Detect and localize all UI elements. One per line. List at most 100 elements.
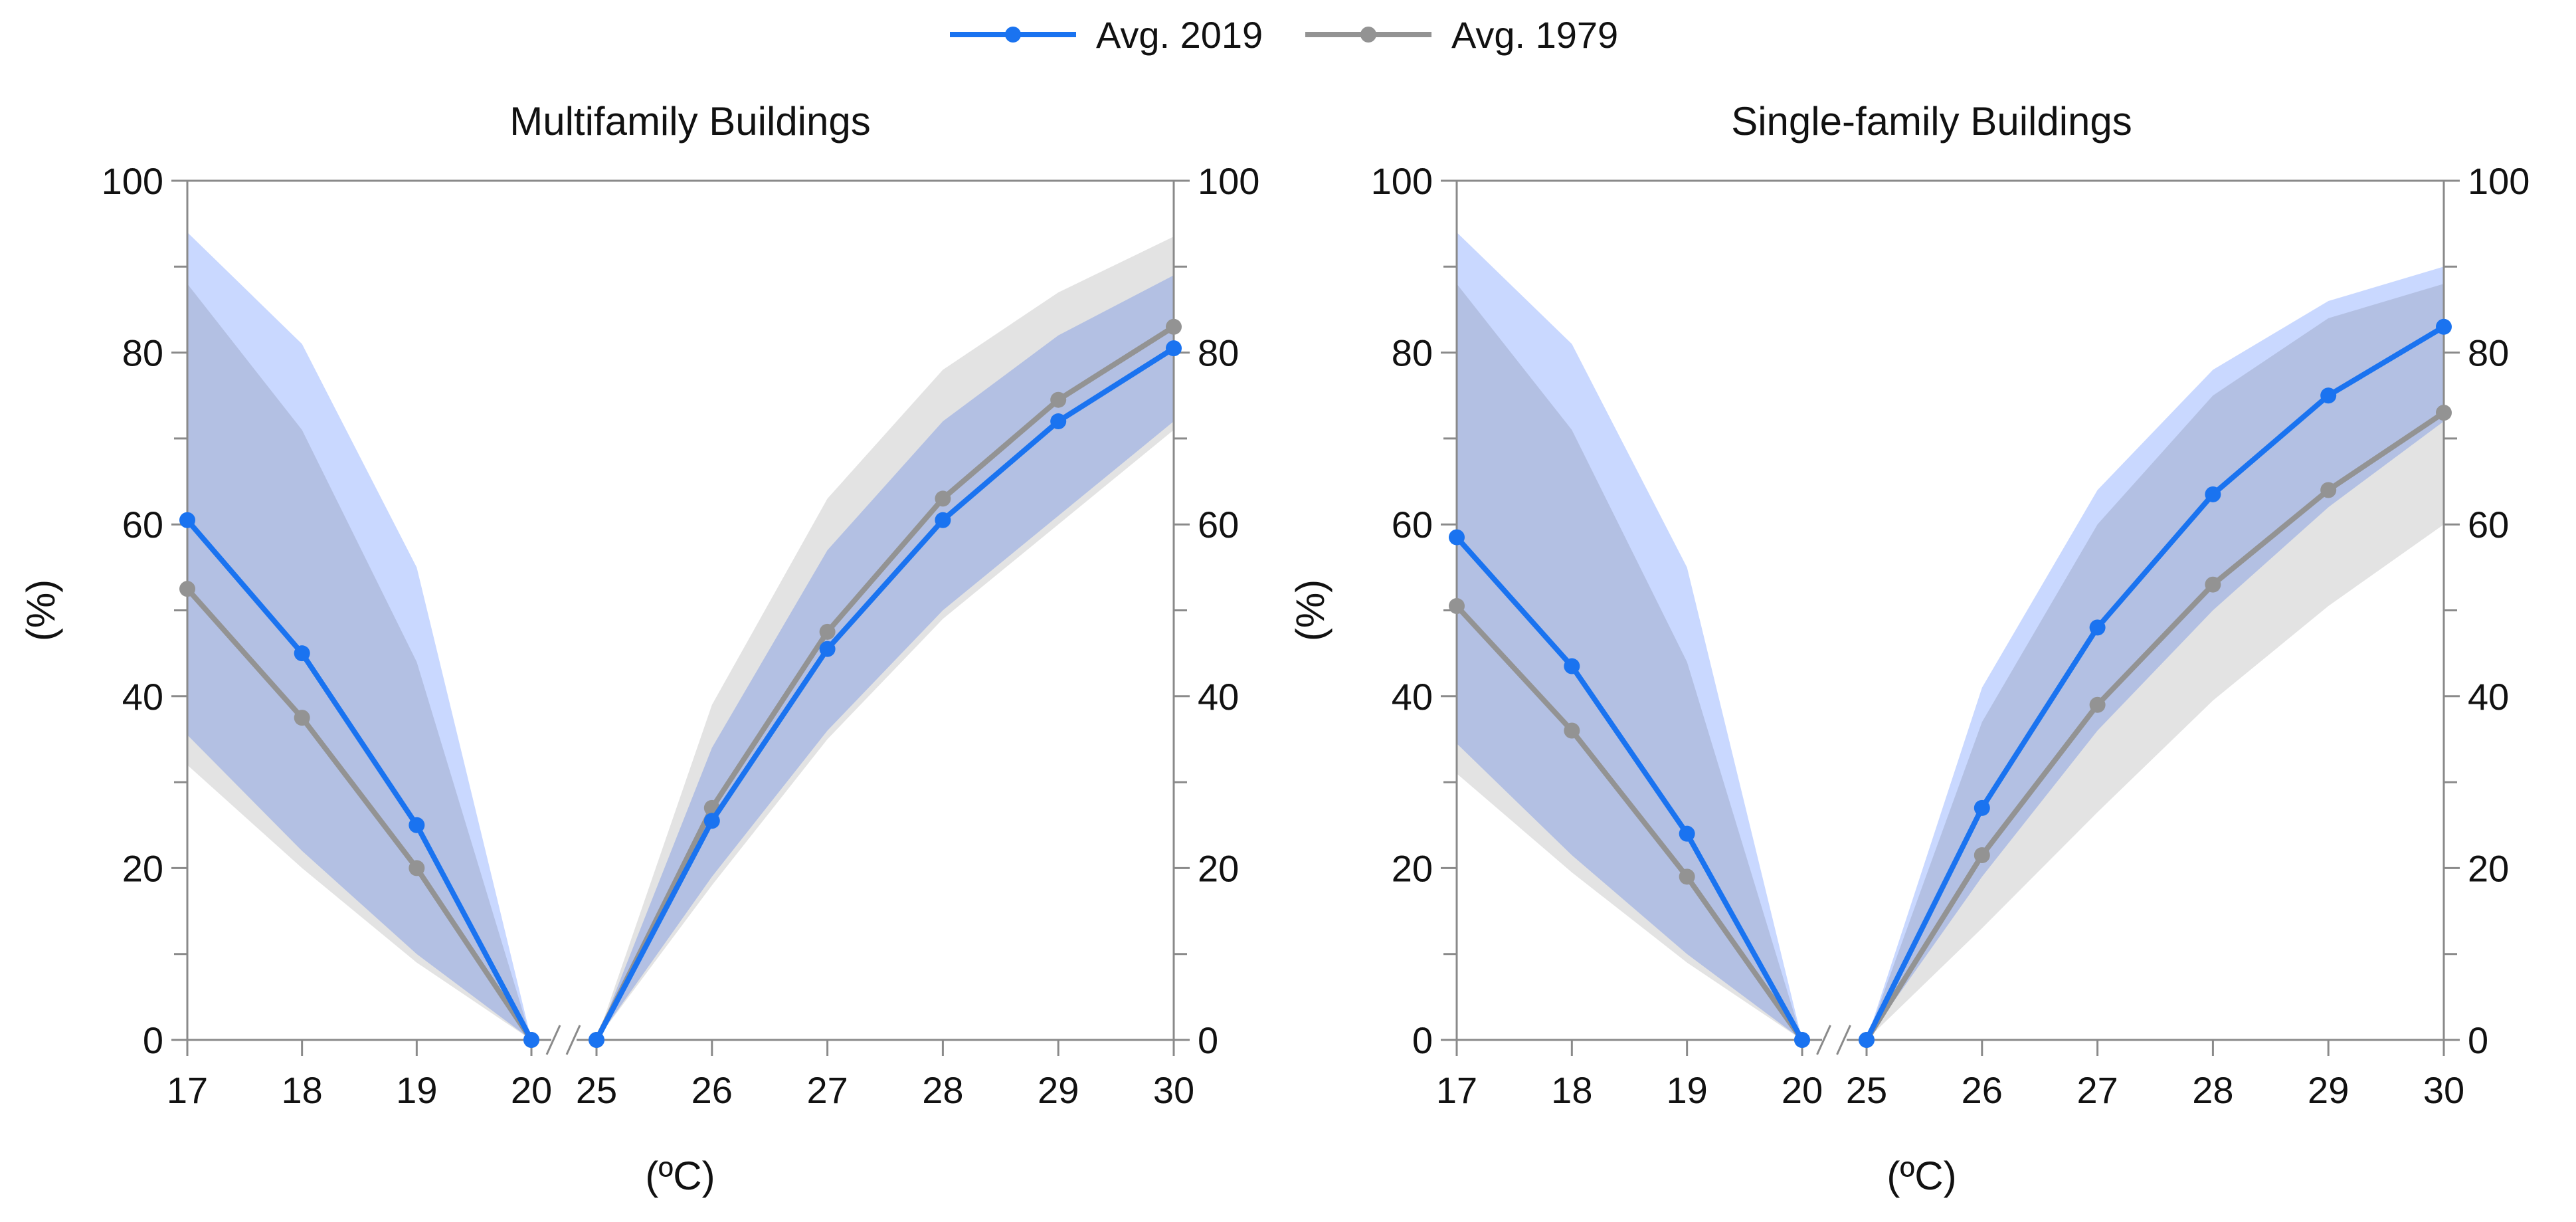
data-point: [2205, 576, 2221, 593]
data-point: [1794, 1032, 1810, 1048]
series-line-left: [185, 518, 534, 1041]
y-tick-label-left: 0: [1412, 1019, 1433, 1061]
data-point: [1050, 391, 1067, 408]
y-tick-label-right: 60: [1198, 504, 1239, 546]
y-tick-label-right: 80: [2468, 332, 2509, 374]
x-tick-label: 17: [167, 1069, 208, 1111]
x-tick-label: 28: [922, 1069, 963, 1111]
y-tick-label-right: 0: [2468, 1019, 2488, 1061]
x-axis-label: (ºC): [645, 1154, 715, 1198]
data-point: [179, 581, 195, 597]
x-tick-label: 20: [1782, 1069, 1823, 1111]
x-axis-label: (ºC): [1886, 1154, 1956, 1198]
data-point: [1564, 722, 1580, 739]
y-tick-label-left: 100: [1371, 160, 1433, 202]
data-point: [2089, 696, 2106, 713]
x-tick-label: 17: [1436, 1069, 1477, 1111]
data-point: [409, 860, 425, 876]
band-left: [187, 232, 531, 1041]
data-point: [1859, 1032, 1875, 1048]
y-tick-label-left: 80: [1392, 332, 1433, 374]
data-point: [819, 623, 836, 640]
y-tick-label-right: 100: [1198, 160, 1259, 202]
panel-multifamily: 0 0 20 20 40 40 60 60 80 80 100 100 17 18 19 20 25 26 27 28…: [19, 99, 1259, 1198]
axis-break-mark: [1816, 1025, 1831, 1055]
panel-title: Multifamily Buildings: [509, 99, 871, 144]
x-tick-label: 18: [282, 1069, 323, 1111]
series-line-right: [1864, 324, 2446, 1041]
x-tick-label: 29: [2308, 1069, 2349, 1111]
band-left: [1457, 232, 1802, 1041]
data-point: [2205, 486, 2221, 502]
data-point: [179, 512, 195, 528]
data-point: [1166, 340, 1182, 357]
x-tick-label: 30: [2423, 1069, 2464, 1111]
axis-break-mark: [565, 1025, 581, 1055]
data-point: [523, 1032, 539, 1048]
confidence-bands: [187, 232, 1174, 1041]
legend-marker: [1360, 27, 1376, 43]
legend-label: Avg. 1979: [1451, 14, 1618, 56]
axis-break-mark: [1836, 1025, 1851, 1055]
x-tick-label: 28: [2192, 1069, 2233, 1111]
panel-title: Single-family Buildings: [1731, 99, 2132, 144]
data-point: [1679, 868, 1695, 885]
series-line-right: [594, 324, 1176, 1041]
data-point: [1050, 413, 1067, 430]
band-right: [597, 275, 1174, 1041]
x-tick-label: 18: [1551, 1069, 1592, 1111]
y-tick-label-left: 80: [122, 332, 163, 374]
data-point: [1974, 847, 1990, 864]
y-tick-label-left: 20: [1392, 847, 1433, 889]
series-line-left: [1455, 535, 1805, 1041]
y-tick-label-left: 40: [122, 676, 163, 718]
data-point: [935, 490, 951, 507]
legend-label: Avg. 2019: [1096, 14, 1263, 56]
x-tick-label: 27: [806, 1069, 848, 1111]
series-line-right: [1864, 410, 2446, 1042]
x-tick-label: 29: [1038, 1069, 1079, 1111]
x-tick-label: 25: [1846, 1069, 1887, 1111]
legend: Avg. 2019 Avg. 1979: [950, 14, 1618, 56]
series-line-left: [185, 587, 534, 1042]
data-point: [1166, 318, 1182, 335]
series-line-left: [1455, 604, 1805, 1042]
confidence-bands: [1457, 232, 2444, 1041]
y-tick-label-left: 60: [1392, 504, 1433, 546]
x-tick-label: 26: [691, 1069, 733, 1111]
y-tick-label-right: 40: [1198, 676, 1239, 718]
data-point: [2436, 318, 2452, 335]
x-tick-label: 20: [511, 1069, 552, 1111]
x-tick-label: 25: [576, 1069, 617, 1111]
y-axis-label: (%): [1288, 579, 1333, 641]
y-tick-label-left: 20: [122, 847, 163, 889]
data-point: [703, 813, 720, 829]
panel-single-family: 0 0 20 20 40 40 60 60 80 80 100 100 17 18 19 20 25 26 27 28…: [1288, 99, 2530, 1198]
y-tick-label-right: 100: [2468, 160, 2530, 202]
y-tick-label-right: 20: [1198, 847, 1239, 889]
data-point: [294, 710, 310, 726]
data-point: [935, 512, 951, 528]
data-point: [1449, 529, 1465, 546]
y-tick-label-right: 40: [2468, 676, 2509, 718]
y-tick-label-left: 60: [122, 504, 163, 546]
y-tick-label-left: 40: [1392, 676, 1433, 718]
axis-break-mark: [545, 1025, 561, 1055]
data-point: [409, 817, 425, 833]
data-point: [589, 1032, 604, 1048]
data-point: [294, 645, 310, 662]
y-tick-label-right: 60: [2468, 504, 2509, 546]
x-tick-label: 19: [1667, 1069, 1708, 1111]
y-tick-label-left: 100: [102, 160, 163, 202]
y-axis-label: (%): [19, 579, 63, 641]
data-point: [2089, 619, 2106, 636]
y-tick-label-right: 0: [1198, 1019, 1218, 1061]
data-point: [1974, 799, 1990, 816]
data-point: [1679, 825, 1695, 842]
x-tick-label: 30: [1153, 1069, 1194, 1111]
data-point: [1564, 658, 1580, 674]
legend-marker: [1005, 27, 1021, 43]
y-tick-label-right: 80: [1198, 332, 1239, 374]
data-point: [1449, 598, 1465, 615]
